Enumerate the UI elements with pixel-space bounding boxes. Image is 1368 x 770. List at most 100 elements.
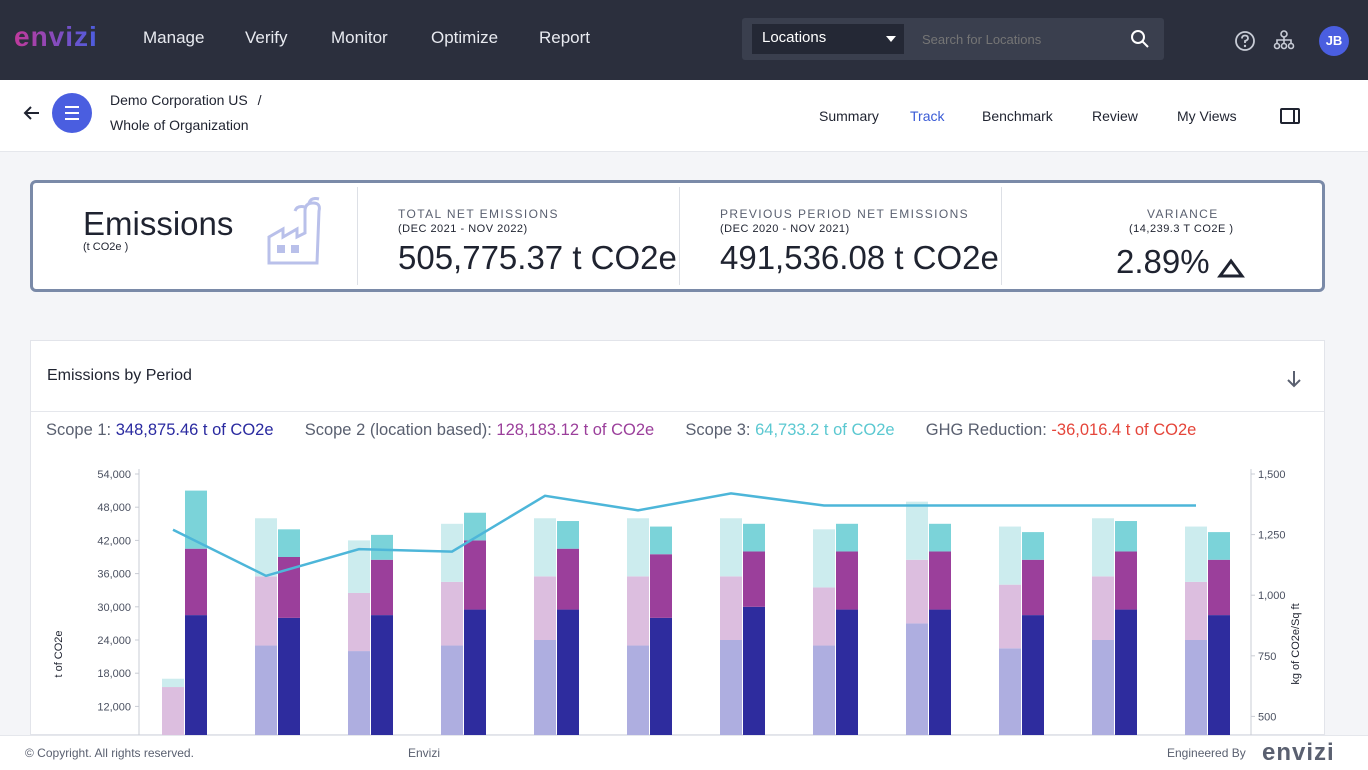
- bar-current-segment: [464, 609, 486, 735]
- tab-track[interactable]: Track: [910, 108, 945, 124]
- y-tick-label: 36,000: [97, 569, 131, 581]
- search-icon[interactable]: [1130, 29, 1150, 49]
- bar-previous-segment: [255, 518, 277, 577]
- bar-previous-segment: [720, 518, 742, 577]
- factory-icon: [267, 197, 321, 265]
- bar-previous-segment: [1092, 576, 1114, 640]
- y-tick-label: 42,000: [97, 535, 131, 547]
- bar-current-segment: [371, 534, 393, 560]
- bar-previous-segment: [1092, 518, 1114, 577]
- hierarchy-icon[interactable]: [1273, 30, 1295, 50]
- menu-button[interactable]: [52, 93, 92, 133]
- bar-previous-segment: [348, 592, 370, 652]
- variance-value: 2.89%: [1116, 243, 1210, 280]
- download-arrow-icon[interactable]: [1286, 369, 1302, 389]
- nav-manage[interactable]: Manage: [143, 28, 205, 47]
- scope2-label: Scope 2 (location based):: [304, 421, 492, 439]
- footer: © Copyright. All rights reserved. Envizi…: [0, 735, 1368, 770]
- emissions-kpi-card: Emissions (t CO2e ) TOTAL NET EMISSIONS …: [30, 180, 1325, 292]
- bar-current-segment: [1115, 551, 1137, 610]
- y2-tick-label: 1,250: [1258, 530, 1286, 542]
- bar-current-segment: [1115, 521, 1137, 552]
- bar-current-segment: [557, 548, 579, 610]
- tab-benchmark[interactable]: Benchmark: [982, 108, 1053, 124]
- scope3-value: 64,733.2 t of CO2e: [755, 421, 895, 439]
- nav-monitor[interactable]: Monitor: [331, 28, 388, 47]
- kpi-divider: [1001, 187, 1002, 285]
- bar-current-segment: [836, 609, 858, 735]
- menu-icon: [65, 106, 79, 120]
- panel-title: Emissions by Period: [47, 367, 192, 384]
- variance-label: VARIANCE: [1147, 207, 1219, 221]
- scope2-value: 128,183.12 t of CO2e: [496, 421, 655, 439]
- bar-previous-segment: [906, 623, 928, 735]
- variance-sub: (14,239.3 T CO2E ): [1129, 223, 1234, 235]
- panel-toggle-icon[interactable]: [1280, 108, 1300, 124]
- bar-current-segment: [278, 557, 300, 618]
- footer-envizi-logo: envizi: [1262, 739, 1335, 766]
- envizi-logo-graphic: envizi: [14, 21, 98, 52]
- bar-current-segment: [836, 523, 858, 552]
- tab-summary[interactable]: Summary: [819, 108, 879, 124]
- y2-tick-label: 1,500: [1258, 469, 1286, 481]
- kpi-title: Emissions: [83, 205, 234, 242]
- context-bar: [0, 80, 1368, 152]
- bar-current-segment: [929, 551, 951, 610]
- breadcrumb-level: Whole of Organization: [110, 117, 249, 133]
- emissions-by-period-panel: Emissions by Period Scope 1: 348,875.46 …: [30, 340, 1325, 735]
- nav-optimize[interactable]: Optimize: [431, 28, 499, 47]
- bar-current-segment: [185, 548, 207, 616]
- tab-review[interactable]: Review: [1092, 108, 1138, 124]
- bar-previous-segment: [906, 559, 928, 624]
- bar-current-segment: [650, 526, 672, 555]
- scope-summary: Scope 1: 348,875.46 t of CO2e Scope 2 (l…: [46, 421, 1196, 440]
- svg-text:envizi: envizi: [14, 22, 98, 52]
- bar-current-segment: [929, 523, 951, 552]
- bar-previous-segment: [348, 651, 370, 735]
- bar-previous-segment: [627, 576, 649, 646]
- bar-previous-segment: [162, 678, 184, 688]
- bar-previous-segment: [906, 501, 928, 560]
- footer-copyright: © Copyright. All rights reserved.: [25, 746, 194, 760]
- bar-current-segment: [1022, 559, 1044, 616]
- y2-tick-label: 1,000: [1258, 590, 1286, 602]
- breadcrumb-org[interactable]: Demo Corporation US /: [110, 92, 262, 108]
- bar-previous-segment: [255, 645, 277, 735]
- location-search-input[interactable]: [914, 24, 1124, 54]
- bar-previous-segment: [534, 640, 556, 735]
- bar-previous-segment: [999, 648, 1021, 735]
- breadcrumb-org-label: Demo Corporation US: [110, 92, 248, 108]
- bar-previous-segment: [534, 576, 556, 640]
- back-arrow-icon[interactable]: [22, 103, 42, 123]
- bar-current-segment: [743, 523, 765, 552]
- bar-previous-segment: [813, 529, 835, 588]
- bar-current-segment: [185, 615, 207, 735]
- bar-previous-segment: [441, 523, 463, 582]
- help-icon[interactable]: [1234, 30, 1256, 52]
- ghg-value: -36,016.4 t of CO2e: [1051, 421, 1197, 439]
- total-emissions-period: (DEC 2021 - NOV 2022): [398, 223, 528, 235]
- envizi-logo[interactable]: envizi: [14, 21, 98, 60]
- user-avatar[interactable]: JB: [1319, 26, 1349, 56]
- tab-my-views[interactable]: My Views: [1177, 108, 1237, 124]
- location-scope-select[interactable]: Locations: [752, 24, 904, 54]
- bar-previous-segment: [720, 640, 742, 735]
- bar-current-segment: [1115, 609, 1137, 735]
- scope1-value: 348,875.46 t of CO2e: [115, 421, 274, 439]
- total-emissions-value: 505,775.37 t CO2e: [398, 239, 677, 276]
- bar-previous-segment: [999, 526, 1021, 585]
- bar-current-segment: [650, 554, 672, 618]
- previous-emissions-period: (DEC 2020 - NOV 2021): [720, 223, 850, 235]
- bar-previous-segment: [720, 576, 742, 640]
- footer-engineered-by: Engineered By: [1167, 746, 1246, 760]
- triangle-up-icon: [1217, 258, 1245, 278]
- y-tick-label: 18,000: [97, 668, 131, 680]
- bar-current-segment: [836, 551, 858, 610]
- bar-current-segment: [1208, 559, 1230, 616]
- bar-current-segment: [185, 490, 207, 549]
- nav-report[interactable]: Report: [539, 28, 591, 47]
- y2-tick-label: 750: [1258, 651, 1276, 663]
- footer-company: Envizi: [408, 746, 441, 760]
- nav-verify[interactable]: Verify: [245, 28, 288, 47]
- previous-emissions-label: PREVIOUS PERIOD NET EMISSIONS: [720, 207, 970, 221]
